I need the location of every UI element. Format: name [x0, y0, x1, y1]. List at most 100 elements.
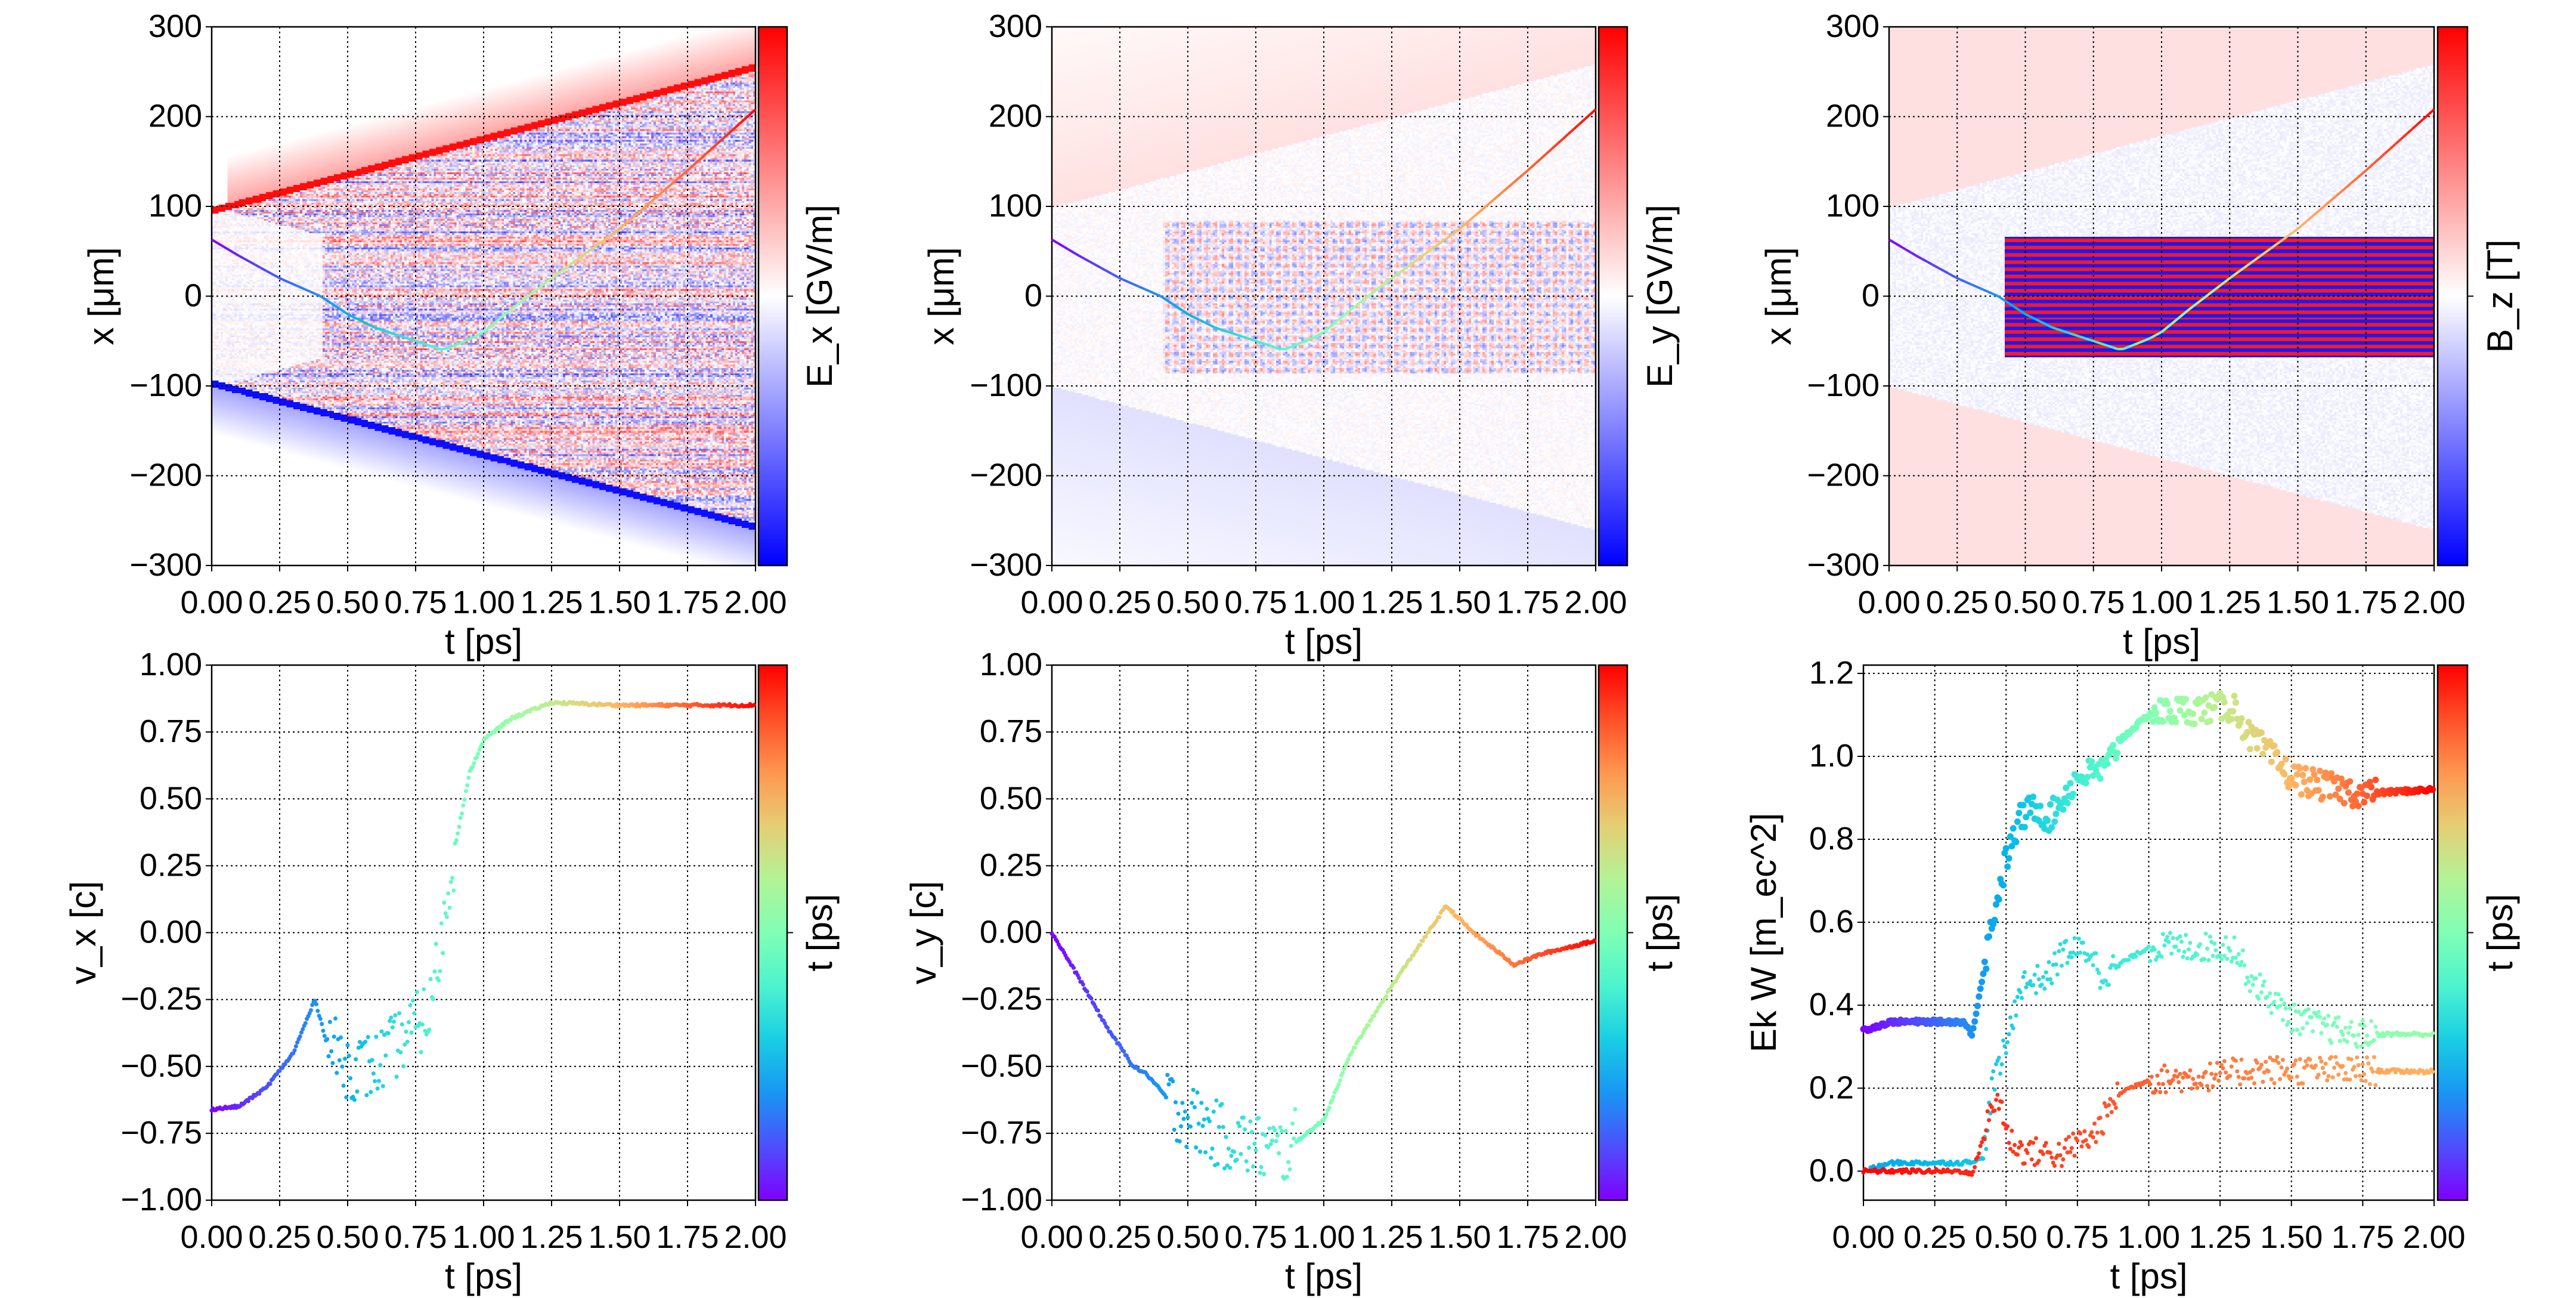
data-point	[2362, 1072, 2367, 1077]
data-point	[2023, 814, 2030, 821]
trajectory-segment	[320, 295, 327, 301]
data-point	[2048, 1151, 2052, 1155]
x-tick-label: 0.75	[384, 585, 447, 620]
data-point	[293, 1044, 298, 1049]
data-point	[2326, 1013, 2331, 1018]
data-point	[1164, 1095, 1169, 1100]
data-point	[2178, 1071, 2182, 1076]
data-point	[246, 1099, 251, 1104]
trajectory-segment	[1355, 300, 1363, 307]
x-tick-label: 0.75	[2062, 585, 2125, 620]
data-point	[2261, 1079, 2265, 1084]
trajectory-segment	[1051, 238, 1058, 244]
data-point	[2249, 974, 2254, 979]
trajectory-segment	[2215, 283, 2222, 290]
data-point	[1229, 1154, 1234, 1158]
trajectory-segment	[1524, 167, 1531, 174]
data-point	[2309, 766, 2317, 773]
data-point	[2372, 1038, 2377, 1043]
data-point	[2064, 938, 2069, 943]
data-point	[1173, 1100, 1178, 1105]
trajectory-segment	[456, 341, 463, 346]
data-point	[2010, 1129, 2014, 1133]
data-point	[2269, 1010, 2274, 1015]
data-point	[2032, 972, 2037, 977]
data-point	[2027, 809, 2034, 816]
trajectory-segment	[2308, 214, 2315, 221]
data-point	[2037, 802, 2044, 809]
x-axis-label: t [ps]	[2123, 622, 2200, 662]
data-point	[2094, 951, 2098, 956]
data-point	[2041, 1152, 2045, 1157]
data-point	[2272, 1081, 2277, 1086]
data-point	[1346, 1057, 1351, 1062]
y-tick-label: −0.50	[961, 1048, 1042, 1084]
data-point	[2174, 1068, 2178, 1073]
bz-axes: 0.00 0.25 0.50 0.75 1.00 1.25 1.50 1.75 2.00 −300…	[1758, 8, 2466, 662]
data-point	[2198, 942, 2203, 947]
data-point	[407, 1020, 411, 1025]
data-point	[2168, 931, 2172, 935]
data-point	[1977, 1151, 1981, 1156]
data-point	[364, 1093, 369, 1098]
data-point	[1971, 1018, 1979, 1025]
data-point	[465, 783, 470, 788]
data-point	[2259, 1062, 2264, 1067]
trajectory-segment	[1448, 231, 1456, 238]
trajectory-segment	[1899, 245, 1906, 251]
data-point	[1434, 918, 1439, 923]
data-point	[2201, 709, 2208, 716]
trajectory-segment	[618, 223, 626, 230]
data-point	[2329, 1041, 2334, 1046]
trajectory-segment	[1366, 292, 1374, 298]
data-point	[1996, 1055, 2001, 1060]
trajectory-segment	[374, 326, 381, 331]
data-point	[352, 1098, 357, 1102]
energy-axes: 0.00 0.25 0.50 0.75 1.00 1.25 1.50 1.75 2.00 0.0 0…	[1744, 655, 2466, 1296]
data-point	[2209, 1071, 2214, 1076]
trajectory-segment	[1464, 218, 1472, 225]
trajectory-segment	[1497, 190, 1504, 197]
data-point	[383, 1053, 388, 1058]
data-point	[1970, 1025, 1977, 1032]
data-point	[1293, 1107, 1298, 1112]
data-point	[2229, 959, 2234, 964]
x-tick-label: 1.75	[2332, 1219, 2394, 1255]
data-point	[315, 1009, 320, 1013]
trajectory-segment	[330, 302, 338, 308]
trajectory-segment	[2313, 209, 2321, 216]
data-point	[1250, 1164, 1255, 1169]
trajectory-segment	[298, 285, 305, 290]
data-point	[443, 911, 448, 916]
y-axis-label: v_y [c]	[903, 881, 943, 984]
trajectory-segment	[1540, 152, 1548, 159]
data-point	[2058, 942, 2063, 947]
data-point	[2306, 776, 2314, 783]
trajectory-segment	[2035, 318, 2042, 323]
y-axis-label: v_x [c]	[63, 881, 103, 984]
data-point	[2055, 972, 2060, 977]
trajectory-segment	[222, 245, 229, 251]
x-tick-label: 0.25	[1926, 585, 1989, 620]
trajectory-segment	[352, 316, 360, 321]
data-point	[2239, 960, 2244, 965]
data-point	[2097, 775, 2104, 782]
data-point	[2268, 1055, 2272, 1060]
data-point	[2104, 761, 2111, 768]
trajectory-segment	[1491, 195, 1499, 202]
trajectory-segment	[380, 328, 386, 333]
trajectory-segment	[1976, 285, 1983, 290]
x-tick-label: 0.25	[248, 1219, 311, 1255]
y-axis-label: x [μm]	[81, 247, 121, 345]
data-point	[2008, 1146, 2012, 1151]
x-tick-label: 0.75	[1224, 585, 1287, 620]
trajectory-segment	[423, 342, 430, 347]
data-point	[2152, 709, 2159, 716]
data-point	[2355, 1055, 2360, 1060]
data-point	[355, 1089, 360, 1094]
data-point	[2369, 1019, 2374, 1024]
data-point	[325, 1037, 330, 1042]
trajectory-segment	[1078, 255, 1085, 260]
data-point	[2069, 955, 2074, 960]
trajectory-segment	[1122, 278, 1129, 283]
